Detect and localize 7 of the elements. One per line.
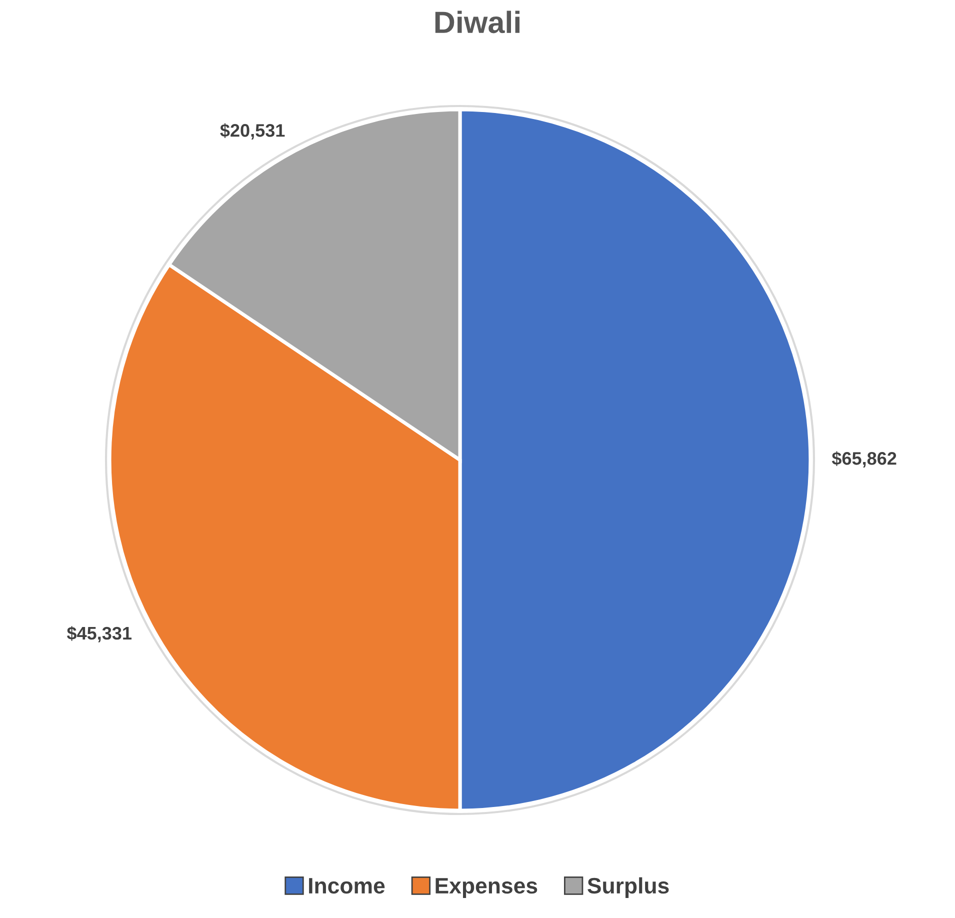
chart-title: Diwali: [435, 10, 520, 34]
data-label: $45,331: [66, 626, 132, 642]
data-label: $65,862: [832, 451, 896, 468]
legend-label: Expenses: [436, 878, 538, 898]
legend-label: Income: [309, 878, 385, 894]
legend-label: Surplus: [588, 877, 669, 898]
data-label: $20,531: [220, 123, 285, 140]
